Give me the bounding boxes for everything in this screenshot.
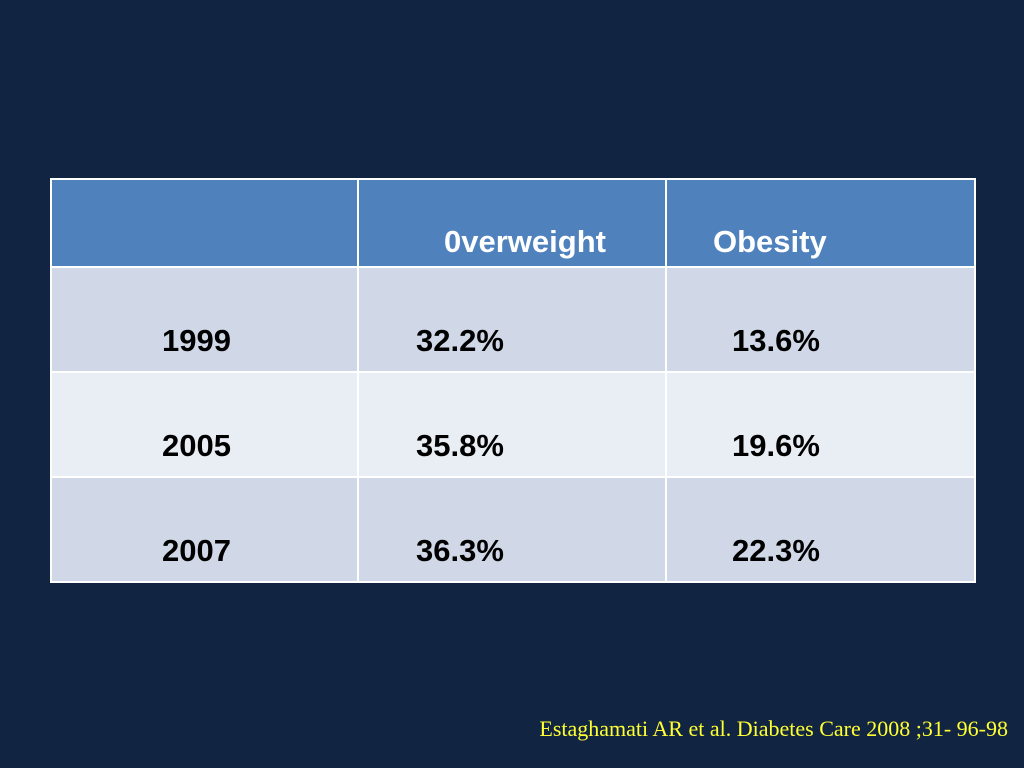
- overweight-cell: 36.3%: [357, 476, 667, 583]
- table-row: 2007 36.3% 22.3%: [50, 476, 976, 583]
- table-row: 2005 35.8% 19.6%: [50, 371, 976, 478]
- obesity-cell: 13.6%: [665, 266, 976, 373]
- data-table: 0verweight Obesity 1999 32.2% 13.6% 2005…: [50, 178, 976, 583]
- table-row: 1999 32.2% 13.6%: [50, 266, 976, 373]
- year-cell: 2007: [50, 476, 359, 583]
- obesity-cell: 19.6%: [665, 371, 976, 478]
- header-cell-overweight: 0verweight: [357, 178, 667, 268]
- year-cell: 2005: [50, 371, 359, 478]
- header-cell-obesity: Obesity: [665, 178, 976, 268]
- overweight-cell: 35.8%: [357, 371, 667, 478]
- year-cell: 1999: [50, 266, 359, 373]
- overweight-cell: 32.2%: [357, 266, 667, 373]
- header-cell-empty: [50, 178, 359, 268]
- table-header-row: 0verweight Obesity: [50, 178, 976, 268]
- obesity-cell: 22.3%: [665, 476, 976, 583]
- citation: Estaghamati AR et al. Diabetes Care 2008…: [539, 716, 1008, 741]
